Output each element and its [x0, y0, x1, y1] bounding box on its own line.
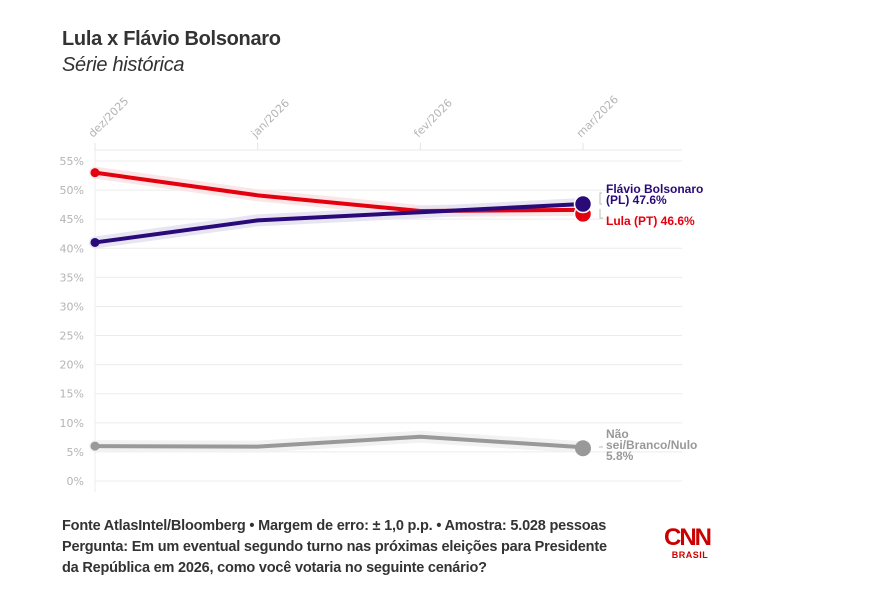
question-line-1: Pergunta: Em um eventual segundo turno n… [62, 539, 607, 555]
y-tick-label: 35% [60, 271, 84, 284]
y-tick-label: 20% [60, 359, 84, 372]
y-tick-label: 0% [67, 475, 84, 488]
y-tick-label: 10% [60, 417, 84, 430]
series-end-point [573, 194, 593, 214]
y-tick-label: 50% [60, 184, 84, 197]
series-start-point [90, 168, 100, 178]
chart-subtitle: Série histórica [62, 54, 185, 76]
series-line [94, 434, 584, 450]
chart-title: Lula x Flávio Bolsonaro [62, 28, 281, 50]
series-end-point [575, 440, 591, 457]
series-end-label-nao-sei: 5.8% [606, 449, 634, 463]
label-connector [599, 209, 603, 219]
series-start-point [90, 441, 100, 451]
series-end-label-nao-sei: sei/Branco/Nulo [606, 438, 697, 452]
source-note: Fonte AtlasIntel/Bloomberg • Margem de e… [62, 518, 607, 534]
x-tick-label: jan/2026 [248, 97, 292, 141]
y-tick-label: 25% [60, 330, 84, 343]
question-line-2: da República em 2026, como você votaria … [62, 560, 487, 576]
label-connector [599, 192, 602, 205]
cnn-brasil-logo: CNN BRASIL [664, 524, 716, 563]
y-tick-label: 15% [60, 388, 84, 401]
logo-brand: CNN [664, 524, 712, 551]
series-start-point [90, 237, 100, 247]
x-tick-label: dez/2025 [86, 95, 131, 140]
x-tick-label: fev/2026 [411, 96, 455, 140]
y-tick-label: 30% [60, 300, 84, 313]
x-tick-label: mar/2026 [574, 93, 621, 140]
y-tick-label: 55% [60, 155, 84, 168]
logo-sub: BRASIL [671, 550, 709, 560]
series-line [94, 202, 584, 245]
series-line [94, 170, 584, 214]
chart-footer: Fonte AtlasIntel/Bloomberg • Margem de e… [62, 516, 662, 579]
series-end-label-flavio: (PL) 47.6% [606, 193, 667, 207]
series-end-label-lula: Lula (PT) 46.6% [606, 214, 695, 228]
series-end-label-flavio: Flávio Bolsonaro [606, 182, 703, 196]
y-tick-label: 45% [60, 213, 84, 226]
y-tick-label: 40% [60, 242, 84, 255]
y-tick-label: 5% [67, 446, 84, 459]
series-end-label-nao-sei: Não [606, 427, 629, 441]
